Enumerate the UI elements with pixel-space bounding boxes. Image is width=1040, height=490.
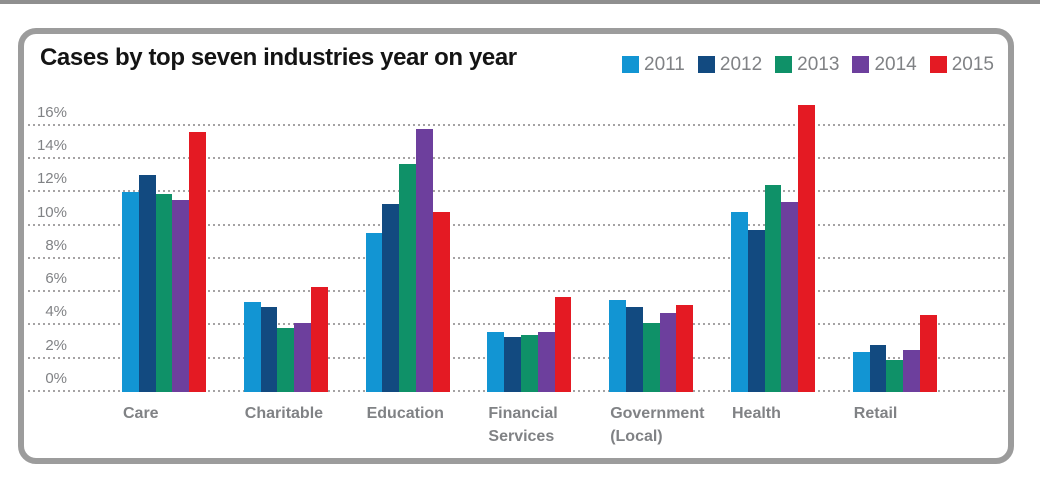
x-category-label-government-local: Government (Local) <box>610 405 705 445</box>
bar-2015-government-local <box>676 305 694 392</box>
x-category-label-care: Care <box>123 405 159 422</box>
legend-label: 2015 <box>951 54 994 75</box>
bar-2013-retail <box>886 360 904 392</box>
bar-2014-retail <box>903 350 920 392</box>
bar-2011-charitable <box>243 301 261 392</box>
bar-2014-health <box>781 201 799 392</box>
x-category-label-financial-services: Financial Services <box>488 405 558 445</box>
bar-2015-retail <box>920 315 937 392</box>
gridline-16 <box>28 123 1007 126</box>
y-tick-label: 10% <box>36 203 67 221</box>
bar-2015-education <box>432 211 450 392</box>
y-tick-label: 4% <box>45 303 67 321</box>
y-tick-label: 12% <box>36 170 67 188</box>
bar-2011-retail <box>852 351 870 392</box>
bar-2013-health <box>764 185 782 392</box>
legend-label: 2012 <box>719 54 763 75</box>
bar-2011-government-local <box>609 300 626 392</box>
y-tick-label: 16% <box>36 103 67 121</box>
top-edge-strip <box>0 0 1040 4</box>
bar-2013-government-local <box>642 323 660 392</box>
bar-2015-care <box>189 131 206 392</box>
bar-2011-education <box>365 233 383 392</box>
legend-swatch-icon <box>775 56 793 73</box>
legend-label: 2011 <box>644 54 685 75</box>
bar-2012-care <box>138 175 156 392</box>
bar-2012-government-local <box>626 306 643 392</box>
bar-2012-retail <box>869 345 887 392</box>
y-tick-label: 6% <box>45 270 67 288</box>
legend-swatch-icon <box>622 56 640 73</box>
legend-item-2015: 2015 <box>929 54 994 75</box>
bar-2014-government-local <box>659 313 677 392</box>
x-category-label-charitable: Charitable <box>244 405 324 422</box>
y-tick-label: 8% <box>45 236 67 254</box>
gridline-6 <box>28 290 1007 293</box>
x-category-label-retail: Retail <box>853 405 898 422</box>
legend-item-2014: 2014 <box>852 54 917 75</box>
y-tick-label: 0% <box>45 370 67 387</box>
legend-label: 2014 <box>874 54 917 75</box>
legend-swatch-icon <box>852 56 870 73</box>
bar-2011-care <box>122 191 139 392</box>
bar-2014-care <box>172 200 190 392</box>
bar-2013-care <box>155 193 173 392</box>
bar-2012-charitable <box>260 306 278 392</box>
bar-2015-health <box>798 105 815 392</box>
bar-2013-education <box>399 163 416 392</box>
bar-2011-financial-services <box>487 331 505 392</box>
bar-2014-financial-services <box>537 331 555 392</box>
bar-2012-education <box>382 203 400 392</box>
bar-2013-financial-services <box>521 335 538 392</box>
bar-2015-charitable <box>311 286 328 392</box>
gridline-4 <box>28 323 1007 326</box>
legend-swatch-icon <box>697 56 715 73</box>
bar-2014-charitable <box>294 323 311 392</box>
gridline-12 <box>28 190 1007 193</box>
legend-label: 2013 <box>797 54 840 75</box>
bar-2011-health <box>731 211 748 392</box>
x-category-label-health: Health <box>732 405 781 422</box>
bar-2012-health <box>747 230 765 392</box>
y-tick-label: 14% <box>36 136 67 154</box>
bar-2014-education <box>416 128 433 392</box>
legend-swatch-icon <box>929 56 947 73</box>
bar-2013-charitable <box>277 328 295 392</box>
gridline-8 <box>28 256 1007 259</box>
legend-item-2011: 2011 <box>622 55 685 74</box>
y-tick-label: 2% <box>45 336 67 354</box>
bar-2015-financial-services <box>554 296 572 392</box>
legend-item-2013: 2013 <box>775 55 839 74</box>
chart-title: Cases by top seven industries year on ye… <box>40 44 517 71</box>
gridline-10 <box>28 223 1007 226</box>
gridline-14 <box>28 156 1007 159</box>
chart-legend: 2011 2012 2013 2014 2015 <box>622 55 994 74</box>
x-category-label-education: Education <box>366 405 444 422</box>
legend-item-2012: 2012 <box>697 54 763 75</box>
bar-2012-financial-services <box>504 336 521 392</box>
